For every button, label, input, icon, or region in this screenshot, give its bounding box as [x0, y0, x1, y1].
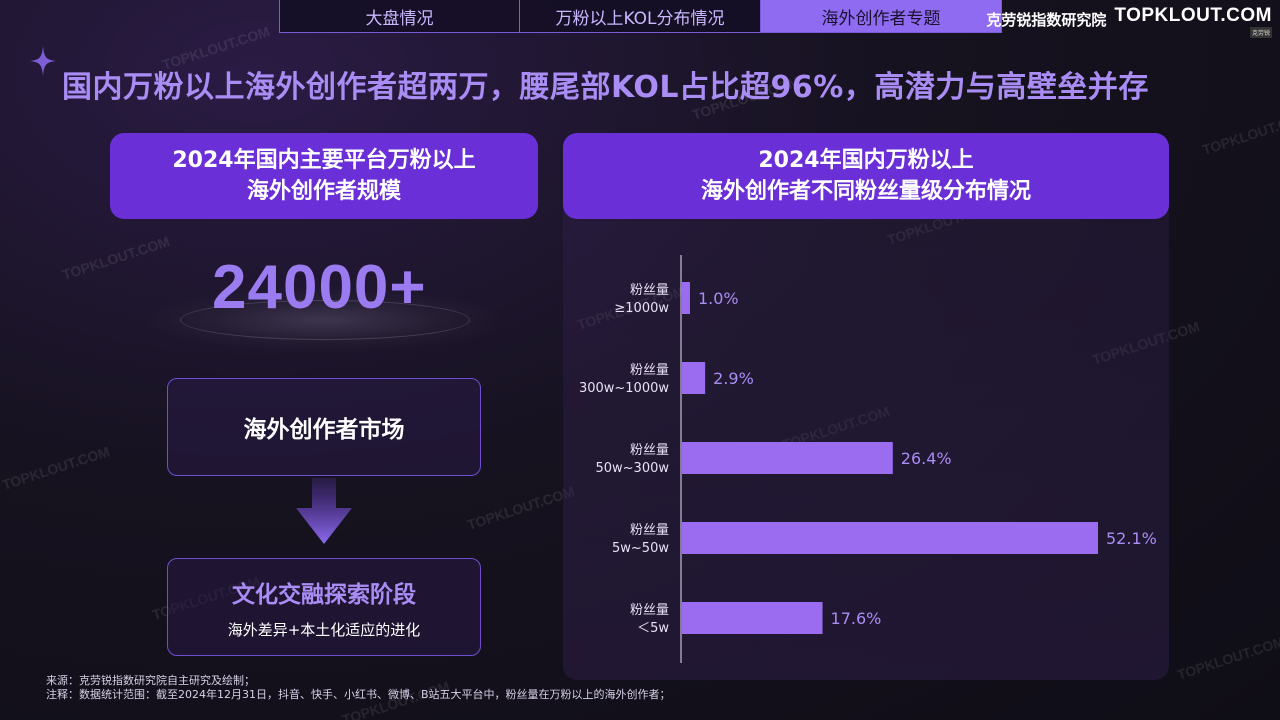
arrow-down-icon	[296, 478, 352, 544]
stage-box-title: 文化交融探索阶段	[232, 581, 416, 608]
market-box: 海外创作者市场	[167, 378, 481, 476]
right-panel-heading: 2024年国内万粉以上 海外创作者不同粉丝量级分布情况	[563, 133, 1169, 219]
category-label-4-0: 粉丝量	[630, 603, 669, 618]
left-heading-line1: 2024年国内主要平台万粉以上	[172, 148, 476, 173]
value-label-4: 17.6%	[831, 609, 882, 628]
left-panel-heading: 2024年国内主要平台万粉以上 海外创作者规模	[110, 133, 538, 219]
brand-name: 克劳锐指数研究院	[986, 11, 1107, 29]
left-heading-line2: 海外创作者规模	[246, 179, 401, 204]
category-label-0-1: ≥1000w	[614, 301, 669, 316]
bar-3	[682, 522, 1098, 554]
category-label-1-1: 300w~1000w	[579, 381, 669, 396]
bar-4	[682, 602, 823, 634]
tab-overview[interactable]: 大盘情况	[279, 0, 520, 33]
pedestal-ring	[180, 300, 470, 340]
footnote-note: 注释：数据统计范围：截至2024年12月31日，抖音、快手、小红书、微博、B站五…	[46, 688, 671, 701]
value-label-3: 52.1%	[1106, 529, 1157, 548]
sparkle-icon	[30, 46, 56, 76]
category-label-2-0: 粉丝量	[630, 443, 669, 458]
tab-bar: 大盘情况 万粉以上KOL分布情况 海外创作者专题	[279, 0, 1002, 33]
stage-box: 文化交融探索阶段 海外差异+本土化适应的进化	[167, 558, 481, 656]
value-label-2: 26.4%	[901, 449, 952, 468]
brand: 克劳锐指数研究院 TOPKLOUT.COM 克劳锐	[986, 6, 1272, 38]
category-label-0-0: 粉丝量	[630, 283, 669, 298]
watermark: TOPKLOUT.COM	[465, 483, 577, 533]
creator-count: 24000+	[212, 253, 427, 322]
right-heading-line1: 2024年国内万粉以上	[758, 148, 974, 173]
value-label-0: 1.0%	[698, 289, 739, 308]
tab-kol-distribution[interactable]: 万粉以上KOL分布情况	[520, 0, 761, 33]
category-label-1-0: 粉丝量	[630, 363, 669, 378]
brand-logo: TOPKLOUT.COM 克劳锐	[1114, 6, 1272, 38]
bar-1	[682, 362, 706, 394]
page-title: 国内万粉以上海外创作者超两万，腰尾部KOL占比超96%，高潜力与高壁垒并存	[62, 70, 1149, 105]
footnote-source: 来源：克劳锐指数研究院自主研究及绘制；	[46, 674, 255, 687]
tab-label: 大盘情况	[365, 8, 434, 29]
watermark: TOPKLOUT.COM	[60, 233, 172, 283]
right-heading-line2: 海外创作者不同粉丝量级分布情况	[700, 179, 1031, 204]
bar-2	[682, 442, 893, 474]
bar-0	[682, 282, 690, 314]
category-label-2-1: 50w~300w	[595, 461, 669, 476]
chart-panel	[563, 200, 1169, 680]
tab-label: 万粉以上KOL分布情况	[555, 8, 725, 29]
stage-box-subtitle: 海外差异+本土化适应的进化	[227, 620, 421, 639]
tab-label: 海外创作者专题	[821, 8, 941, 29]
follower-distribution-chart: 1.0% 粉丝量 ≥1000w 2.9% 粉丝量 300w~1000w 26.4% 粉丝量 50…	[579, 255, 1157, 663]
tab-overseas-creators[interactable]: 海外创作者专题	[761, 0, 1002, 33]
category-label-3-0: 粉丝量	[630, 523, 669, 538]
watermark: TOPKLOUT.COM	[1175, 633, 1280, 683]
category-label-4-1: ＜5w	[637, 621, 669, 636]
market-box-title: 海外创作者市场	[243, 417, 405, 443]
brand-logo-sub: 克劳锐	[1249, 27, 1272, 38]
value-label-1: 2.9%	[713, 369, 754, 388]
category-label-3-1: 5w~50w	[612, 541, 669, 556]
watermark: TOPKLOUT.COM	[1200, 108, 1280, 158]
watermark: TOPKLOUT.COM	[0, 443, 112, 493]
brand-logo-text: TOPKLOUT.COM	[1114, 5, 1272, 26]
